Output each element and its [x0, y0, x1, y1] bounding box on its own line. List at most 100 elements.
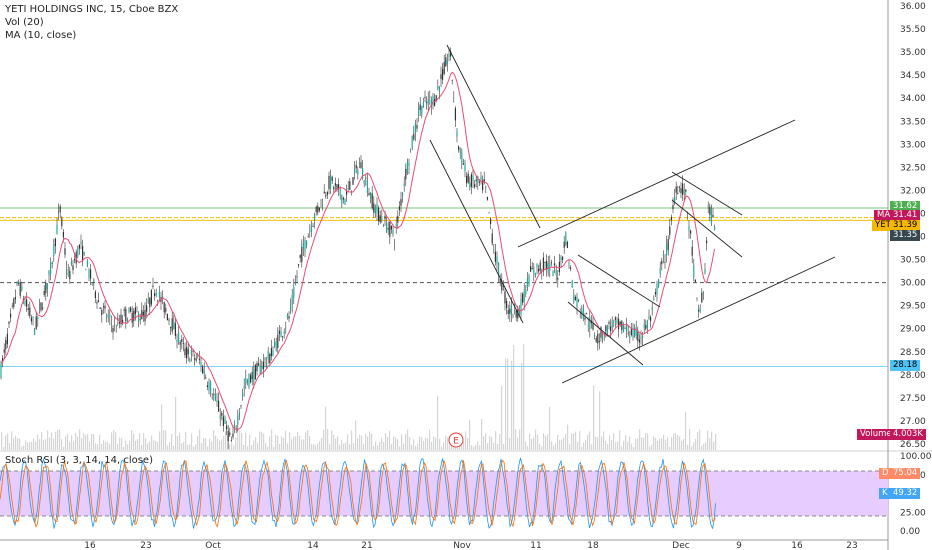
- candle-body: [261, 367, 263, 369]
- volume-bar: [329, 444, 331, 450]
- volume-bar: [503, 443, 505, 450]
- volume-bar: [269, 436, 271, 450]
- volume-bar: [535, 429, 537, 450]
- candle-body: [477, 176, 479, 183]
- volume-bar: [83, 433, 85, 450]
- time-tick-label: Nov: [453, 541, 471, 550]
- candle-body: [40, 302, 42, 311]
- candle-body: [166, 314, 168, 321]
- ma-indicator-label[interactable]: MA (10, close): [5, 30, 77, 41]
- trend-line-wedge-lower[interactable]: [567, 301, 644, 366]
- stoch-indicator-label[interactable]: Stoch RSI (3, 3, 14, 14, close): [5, 455, 153, 466]
- volume-bar: [127, 444, 129, 450]
- candle-body: [298, 264, 300, 266]
- volume-bar: [91, 434, 93, 450]
- volume-bar: [287, 443, 289, 450]
- volume-bar: [87, 434, 89, 450]
- volume-bar: [93, 434, 95, 450]
- volume-bar: [463, 441, 465, 450]
- candle-body: [237, 416, 239, 425]
- candle-body: [242, 392, 244, 397]
- candle-body: [142, 311, 144, 317]
- candle-body: [158, 291, 160, 298]
- candle-body: [277, 334, 279, 348]
- candles: [0, 47, 716, 450]
- volume-bar: [547, 434, 549, 450]
- volume-bar: [195, 444, 197, 450]
- candle-body: [59, 206, 61, 212]
- candle-body: [323, 191, 325, 194]
- volume-bar: [3, 446, 5, 450]
- earnings-marker[interactable]: E: [448, 432, 464, 448]
- volume-bar: [271, 429, 273, 450]
- candle-body: [658, 279, 660, 287]
- candle-body: [454, 108, 456, 121]
- candle-body: [232, 433, 234, 437]
- candle-body: [546, 260, 548, 269]
- trend-line-down-lower[interactable]: [429, 139, 524, 324]
- volume-bar: [517, 437, 519, 450]
- symbol-title[interactable]: YETI HOLDINGS INC, 15, Cboe BZX: [5, 4, 179, 15]
- volume-bar: [139, 433, 141, 450]
- candle-body: [509, 308, 511, 314]
- trend-line-down-upper[interactable]: [446, 44, 541, 229]
- volume-bar: [705, 442, 707, 450]
- candle-body: [144, 309, 146, 322]
- candle-body: [606, 326, 608, 336]
- trend-lines[interactable]: [429, 44, 836, 384]
- volume-bar: [115, 431, 117, 450]
- price-tick-label: 32.50: [900, 163, 926, 173]
- volume-bar: [497, 443, 499, 450]
- volume-bar: [533, 437, 535, 450]
- candle-body: [104, 305, 106, 309]
- candle-body: [421, 105, 423, 115]
- volume-bar: [97, 444, 99, 450]
- volume-bar: [141, 444, 143, 450]
- trend-line-top-lower[interactable]: [671, 199, 743, 258]
- trend-line-channel-lower[interactable]: [561, 256, 836, 384]
- price-tick-label: 36.00: [900, 2, 926, 12]
- candle-body: [210, 382, 212, 395]
- time-axis[interactable]: 16 23 Oct 14 21 Nov 11 18 Dec 9 16 23: [84, 541, 857, 550]
- volume-indicator-label[interactable]: Vol (20): [5, 17, 44, 28]
- volume-bar: [589, 431, 591, 450]
- volume-bar: [493, 442, 495, 450]
- volume-bar: [615, 442, 617, 450]
- trend-line-wedge-upper[interactable]: [577, 254, 661, 308]
- candle-body: [403, 183, 405, 186]
- volume-bar: [375, 441, 377, 450]
- legend-block: YETI HOLDINGS INC, 15, Cboe BZX Vol (20)…: [5, 3, 178, 42]
- candle-body: [270, 348, 272, 357]
- candle-body: [450, 51, 452, 57]
- candle-body: [267, 350, 269, 359]
- volume-bar: [77, 436, 79, 450]
- candle-body: [443, 62, 445, 74]
- volume-bar: [339, 444, 341, 450]
- volume-bar: [221, 439, 223, 450]
- volume-bar: [543, 433, 545, 450]
- volume-bar: [447, 437, 449, 450]
- volume-bar: [599, 391, 601, 450]
- candle-body: [184, 348, 186, 356]
- volume-bar: [315, 445, 317, 450]
- candle-body: [93, 279, 95, 283]
- trend-line-top-upper[interactable]: [671, 171, 743, 216]
- candle-body: [37, 316, 39, 320]
- volume-bar: [591, 444, 593, 450]
- candle-body: [698, 310, 700, 312]
- volume-bar: [669, 446, 671, 450]
- candle-body: [635, 328, 637, 336]
- trend-line-channel-upper[interactable]: [517, 119, 796, 248]
- candle-body: [106, 317, 108, 319]
- volume-bar: [231, 441, 233, 450]
- volume-bar: [25, 440, 27, 450]
- price-tick-label: 27.00: [900, 417, 926, 427]
- candle-body: [254, 365, 256, 380]
- candle-body: [195, 358, 197, 361]
- volume-bar: [89, 441, 91, 450]
- candle-body: [600, 327, 602, 338]
- candle-body: [544, 262, 546, 263]
- volume-bar: [553, 445, 555, 450]
- candle-body: [603, 335, 605, 337]
